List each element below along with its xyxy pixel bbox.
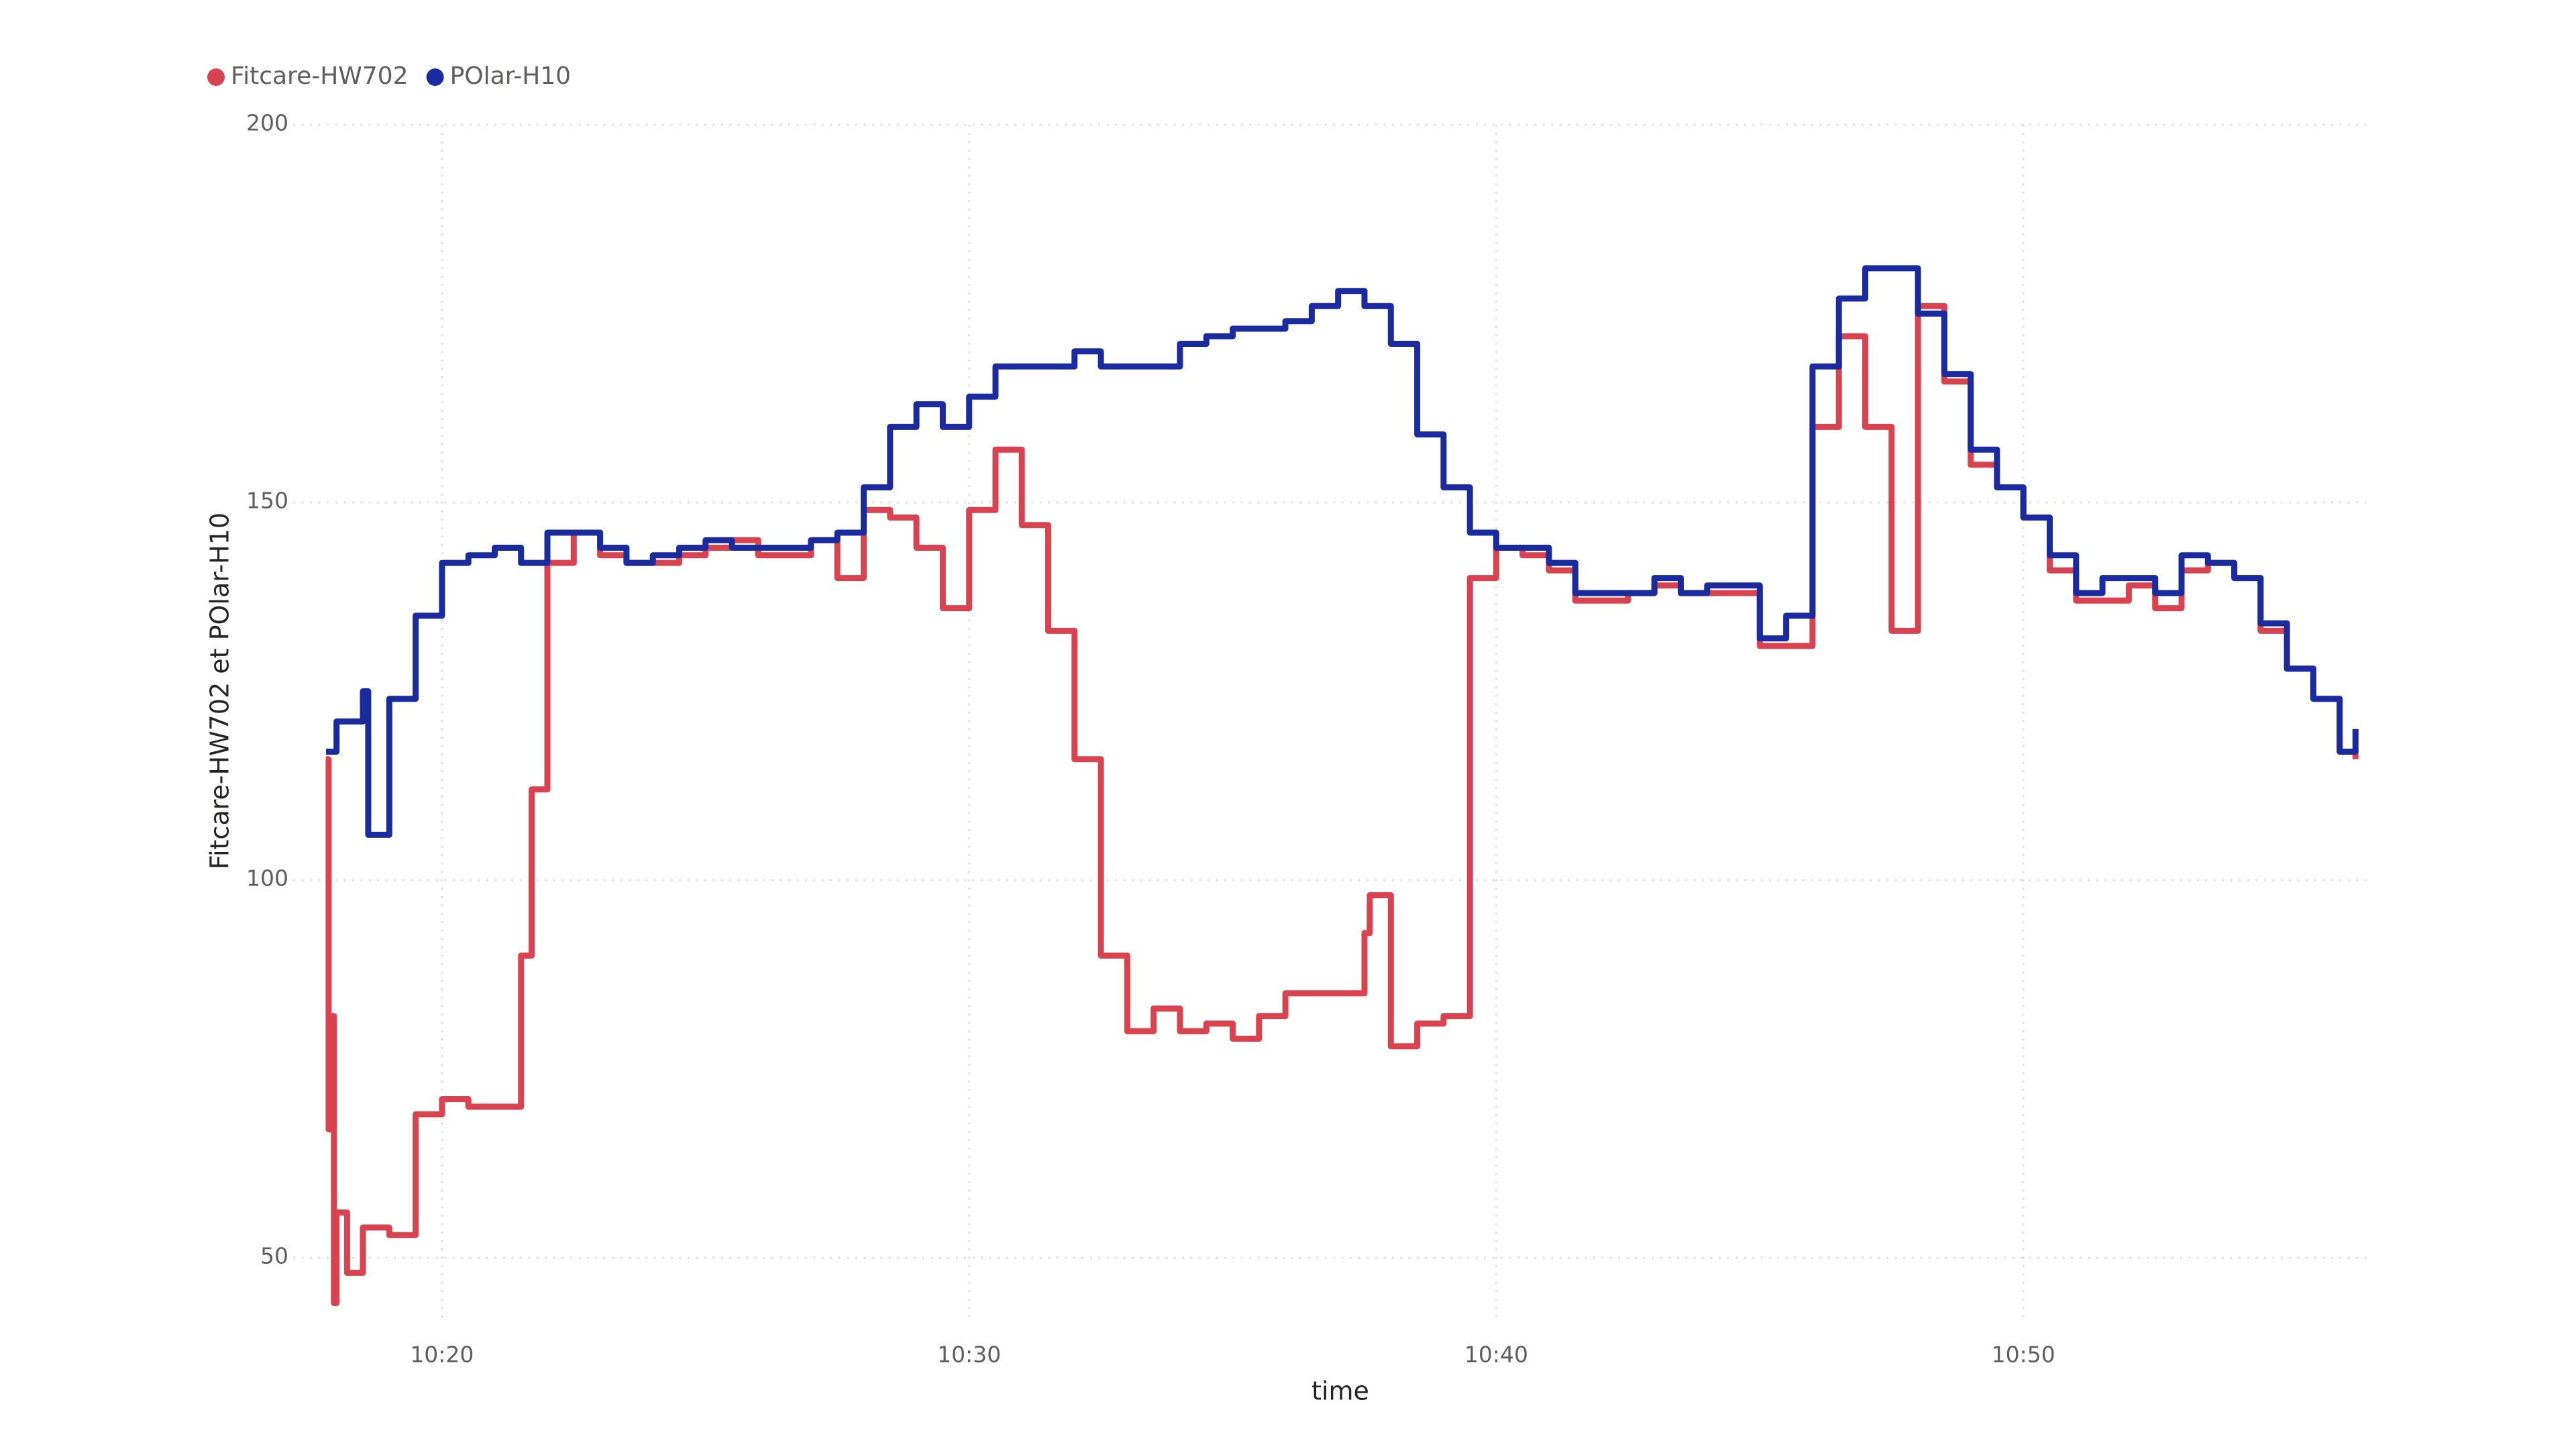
x-axis-label: time: [1311, 1377, 1369, 1406]
legend-label: Fitcare-HW702: [231, 62, 409, 90]
series-line: [326, 265, 2359, 838]
x-tick-label: 10:30: [937, 1342, 1001, 1368]
y-tick-label: 150: [246, 487, 288, 513]
x-tick-label: 10:20: [410, 1342, 474, 1368]
legend-label: POlar-H10: [450, 62, 571, 90]
x-tick-label: 10:40: [1464, 1342, 1528, 1368]
y-tick-label: 200: [246, 110, 288, 136]
y-tick-label: 50: [260, 1242, 288, 1269]
legend-marker: [207, 68, 225, 86]
legend-marker: [426, 68, 444, 86]
x-tick-label: 10:50: [1992, 1342, 2055, 1368]
y-tick-label: 100: [246, 865, 288, 891]
series-line: [325, 303, 2359, 1306]
y-axis-label: Fitcare-HW702 et POlar-H10: [205, 513, 235, 869]
